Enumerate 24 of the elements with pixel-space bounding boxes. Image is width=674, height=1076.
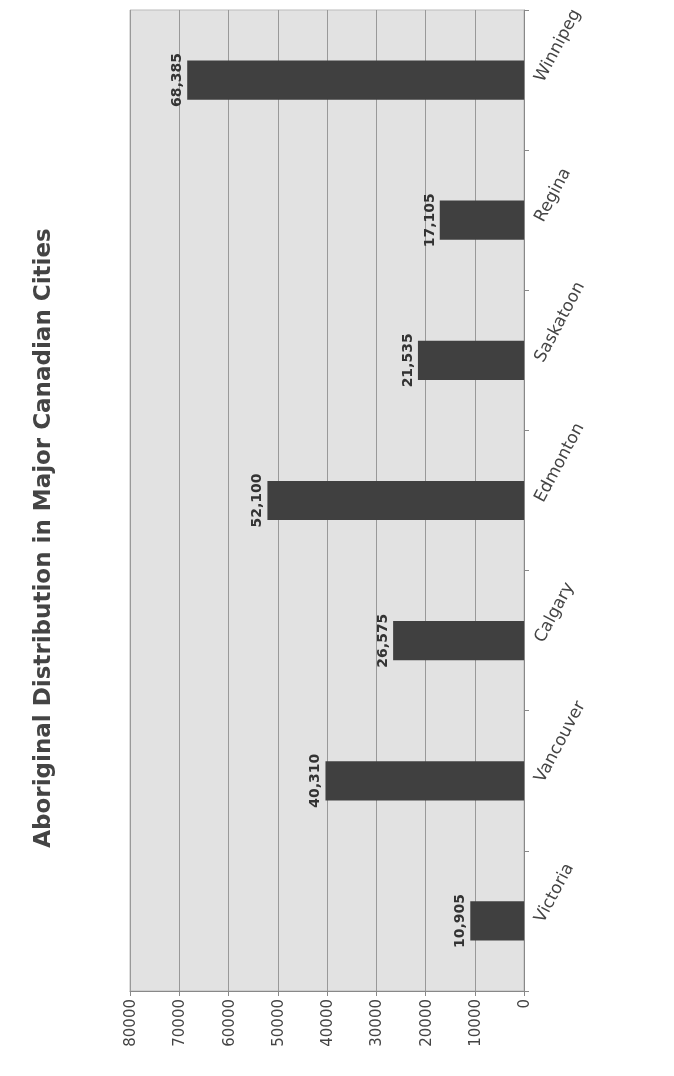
x-tick-label: 0 bbox=[515, 999, 533, 1009]
text: Aboriginal Distribution in Major Canadian Cities bbox=[28, 228, 55, 848]
x-tick-label: 50000 bbox=[268, 999, 287, 1047]
data-label: 17,105 bbox=[420, 193, 437, 248]
data-label: 21,535 bbox=[398, 333, 415, 388]
bar bbox=[439, 200, 524, 240]
data-label: 40,310 bbox=[306, 753, 323, 808]
x-tick-label: 60000 bbox=[219, 999, 238, 1047]
bar bbox=[267, 480, 524, 521]
data-label: 68,385 bbox=[168, 53, 185, 108]
bar bbox=[417, 340, 524, 380]
x-tick-label: 30000 bbox=[367, 999, 386, 1047]
bar bbox=[325, 761, 524, 801]
x-tick-label: 40000 bbox=[318, 999, 336, 1047]
x-tick-label: 80000 bbox=[121, 999, 139, 1047]
data-label: 10,905 bbox=[451, 893, 468, 948]
data-label: 26,575 bbox=[374, 613, 391, 668]
x-tick-label: 70000 bbox=[170, 999, 189, 1047]
data-label: 52,100 bbox=[248, 473, 265, 528]
x-tick-label: 10000 bbox=[465, 999, 484, 1047]
bar bbox=[393, 621, 524, 661]
x-tick-label: 20000 bbox=[416, 999, 435, 1047]
bar bbox=[187, 60, 524, 100]
bar bbox=[470, 901, 524, 941]
